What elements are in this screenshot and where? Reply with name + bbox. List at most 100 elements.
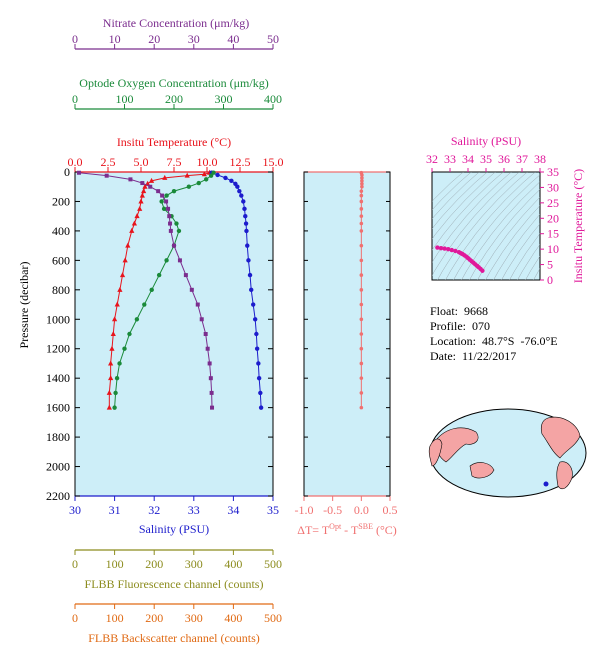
delta-t-point	[360, 179, 364, 183]
delta-t-series	[359, 170, 364, 410]
ts-point	[453, 248, 458, 254]
nitrate-point	[207, 361, 212, 366]
float-value: 9668	[464, 304, 489, 318]
oxygen-point	[142, 302, 147, 307]
continent-south-america	[556, 461, 573, 490]
temperature-point	[138, 198, 144, 204]
temperature-axis-tick-label: 7.5	[167, 155, 182, 169]
ts-x-tick-label: 32	[426, 152, 438, 166]
density-contour	[485, 205, 540, 280]
nitrate-axis-tick-label: 20	[148, 32, 160, 46]
nitrate-point	[160, 193, 165, 198]
salinity-point	[243, 213, 248, 219]
backscatter-axis-tick-label: 100	[106, 611, 124, 625]
continent-asia	[435, 427, 479, 463]
nitrate-axis-tick-label: 40	[227, 32, 239, 46]
pressure-tick-label: 600	[52, 253, 70, 267]
delta-t-point	[359, 221, 364, 226]
density-contour	[432, 172, 480, 220]
density-contour	[453, 174, 540, 280]
salinity-point	[258, 405, 264, 410]
oxygen-axis-tick-label: 100	[116, 92, 134, 106]
oxygen-point	[149, 287, 154, 293]
nitrate-point	[166, 206, 171, 211]
delta-t-point	[359, 207, 364, 211]
salinity-point	[235, 184, 240, 189]
pressure-tick-label: 1200	[46, 342, 70, 356]
ts-salinity-axis-label: Salinity (PSU)	[451, 134, 521, 148]
temperature-point	[119, 272, 126, 278]
ts-point	[435, 245, 440, 250]
temperature-point	[129, 227, 135, 233]
delta-t-point	[359, 361, 364, 366]
nitrate-point	[189, 287, 194, 292]
delta-t-point	[359, 214, 364, 218]
salinity-axis-tick-label: 32	[148, 503, 160, 517]
temperature-axis-tick-label: 12.5	[230, 155, 251, 169]
density-contour	[432, 172, 512, 263]
nitrate-axis-tick-label: 10	[109, 32, 121, 46]
density-contour	[437, 172, 528, 280]
pressure-tick-label: 1800	[46, 430, 70, 444]
delta-t-point	[359, 391, 364, 395]
nitrate-point	[148, 184, 153, 189]
delta-t-point	[359, 288, 364, 292]
density-contour	[432, 172, 520, 276]
float-info-panel: Float: 9668 Profile: 070 Location: 48.7°…	[430, 304, 558, 364]
density-contour	[517, 243, 540, 280]
temperature-point	[112, 316, 118, 322]
temperature-point	[131, 220, 137, 226]
salinity-point	[244, 228, 249, 234]
oxygen-point	[156, 272, 162, 278]
nitrate-point	[104, 173, 109, 178]
temperature-point	[142, 183, 148, 189]
delta-t-point	[359, 273, 364, 277]
nitrate-point	[167, 214, 172, 219]
salinity-point	[223, 175, 228, 181]
salinity-point	[251, 302, 256, 307]
density-contour	[533, 268, 540, 280]
ts-temperature-axis-label: Insitu Temperature (°C)	[571, 169, 585, 283]
ts-y-tick-label: 35	[547, 165, 559, 179]
continent-europe-africa	[428, 438, 443, 467]
ts-point	[449, 247, 454, 253]
delta-t-point	[360, 181, 364, 186]
temperature-point	[108, 375, 114, 381]
pressure-tick-label: 400	[52, 224, 70, 238]
salinity-point	[245, 243, 250, 248]
continent-north-america	[540, 416, 581, 459]
nitrate-point	[168, 221, 173, 226]
oxygen-point	[171, 188, 177, 194]
profile-value: 070	[472, 319, 490, 333]
nitrate-point	[76, 170, 81, 175]
temperature-axis-tick-label: 0.0	[68, 155, 83, 169]
nitrate-point	[199, 317, 204, 322]
profile-series	[76, 169, 264, 410]
temperature-point	[106, 389, 112, 395]
ts-x-tick-label: 38	[534, 152, 546, 166]
nitrate-point	[128, 177, 133, 182]
salinity-point	[243, 221, 249, 226]
ts-point	[442, 246, 447, 251]
density-contour	[461, 181, 540, 280]
fluorescence-axis-tick-label: 200	[145, 557, 163, 571]
continent-australia	[469, 462, 495, 479]
temperature-axis-tick-label: 15.0	[263, 155, 284, 169]
delta-t-plot-area	[303, 171, 391, 497]
oxygen-point	[211, 170, 216, 175]
temperature-point	[137, 205, 143, 211]
salinity-point	[215, 172, 220, 178]
oxygen-axis-tick-label: 300	[215, 92, 233, 106]
oxygen-point	[203, 177, 209, 182]
ts-x-tick-label: 33	[444, 152, 456, 166]
backscatter-axis: 0 100 200 300 400 500	[72, 603, 282, 625]
float-location-marker	[543, 481, 549, 487]
delta-t-point	[359, 405, 364, 410]
delta-t-axis-label: ΔT= TOpt - TSBE (°C)	[297, 522, 397, 537]
backscatter-axis-tick-label: 200	[145, 611, 163, 625]
ts-x-tick-label: 36	[498, 152, 510, 166]
delta-t-axis: -1.0 -0.5 0.0 0.5	[295, 171, 398, 517]
delta-t-tick-label: 0.5	[383, 503, 398, 517]
temperature-axis-label: Insitu Temperature (°C)	[117, 135, 231, 149]
delta-t-point	[360, 184, 364, 189]
